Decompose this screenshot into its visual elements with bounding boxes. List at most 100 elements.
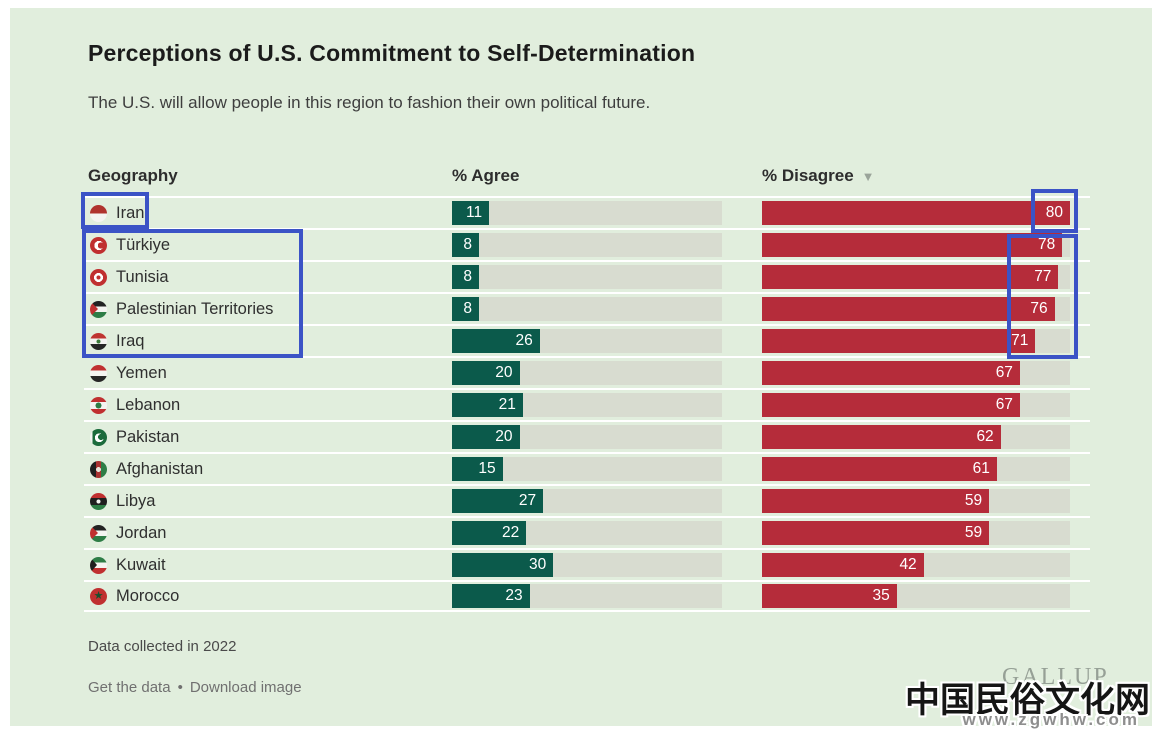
agree-value: 8 [463, 236, 472, 253]
disagree-value: 59 [964, 492, 983, 509]
disagree-bar-track: 62 [762, 425, 1070, 449]
page-title: Perceptions of U.S. Commitment to Self-D… [88, 40, 696, 66]
link-separator: • [177, 679, 183, 696]
disagree-bar[interactable]: 42 [762, 553, 924, 577]
country-label: Yemen [116, 363, 167, 382]
disagree-value: 61 [972, 460, 990, 477]
column-header-agree[interactable]: % Agree [452, 166, 520, 185]
column-header-geography[interactable]: Geography [88, 166, 178, 185]
country-label: Afghanistan [116, 459, 204, 478]
geography-cell: Türkiye [84, 236, 452, 255]
chart-card: Perceptions of U.S. Commitment to Self-D… [10, 8, 1152, 729]
agree-bar[interactable]: 15 [452, 457, 503, 481]
page-subtitle: The U.S. will allow people in this regio… [88, 93, 651, 112]
agree-bar[interactable]: 11 [452, 201, 490, 225]
table-row: Türkiye 8 78 [84, 228, 1090, 260]
disagree-bar-track: 35 [762, 584, 1070, 608]
gallup-logo: GALLUP [1002, 664, 1109, 690]
agree-bar-track: 20 [452, 361, 722, 385]
geography-cell: Libya [84, 492, 452, 511]
geography-cell: Yemen [84, 364, 452, 383]
agree-value: 30 [529, 556, 547, 573]
agree-value: 26 [515, 332, 533, 349]
table-row: Palestinian Territories 8 76 [84, 292, 1090, 324]
disagree-bar[interactable]: 71 [762, 329, 1036, 353]
table-row: Iraq 26 71 [84, 324, 1090, 356]
column-header-disagree[interactable]: % Disagree ▼ [762, 166, 875, 186]
geography-cell: Afghanistan [84, 460, 452, 479]
agree-bar-track: 8 [452, 233, 722, 257]
table-row: Lebanon 21 67 [84, 388, 1090, 420]
agree-bar[interactable]: 21 [452, 393, 523, 417]
agree-bar[interactable]: 23 [452, 584, 530, 608]
agree-bar[interactable]: 30 [452, 553, 554, 577]
country-label: Kuwait [116, 555, 166, 574]
disagree-bar-track: 67 [762, 361, 1070, 385]
agree-value: 11 [466, 204, 483, 221]
country-label: Iran [116, 203, 145, 222]
table-row: Jordan 22 59 [84, 516, 1090, 548]
disagree-value: 78 [1038, 236, 1056, 253]
flag-iran-icon [90, 204, 107, 222]
flag-yemen-icon [90, 364, 107, 382]
disagree-bar[interactable]: 67 [762, 361, 1020, 385]
agree-bar[interactable]: 20 [452, 361, 520, 385]
table-row: Libya 27 59 [84, 484, 1090, 516]
agree-bar[interactable]: 22 [452, 521, 527, 545]
disagree-bar-track: 59 [762, 489, 1070, 513]
flag-turkiye-icon [90, 236, 107, 254]
agree-bar-track: 11 [452, 201, 722, 225]
disagree-bar[interactable]: 59 [762, 489, 990, 513]
disagree-bar[interactable]: 76 [762, 297, 1055, 321]
disagree-bar[interactable]: 80 [762, 201, 1070, 225]
table-row: Afghanistan 15 61 [84, 452, 1090, 484]
disagree-bar-track: 80 [762, 201, 1070, 225]
disagree-value: 67 [995, 396, 1013, 413]
table-header: Geography % Agree % Disagree ▼ [10, 166, 1159, 190]
flag-kuwait-icon [90, 556, 107, 574]
disagree-bar[interactable]: 61 [762, 457, 997, 481]
flag-afghanistan-icon [90, 460, 107, 478]
agree-bar-track: 23 [452, 584, 722, 608]
download-image-link[interactable]: Download image [189, 679, 302, 696]
disagree-bar[interactable]: 62 [762, 425, 1001, 449]
agree-bar[interactable]: 8 [452, 265, 479, 289]
disagree-value: 80 [1045, 204, 1063, 221]
agree-bar[interactable]: 20 [452, 425, 520, 449]
country-label: Tunisia [116, 267, 169, 286]
disagree-bar[interactable]: 67 [762, 393, 1020, 417]
agree-bar[interactable]: 26 [452, 329, 540, 353]
geography-cell: Morocco [84, 587, 452, 606]
disagree-bar-track: 61 [762, 457, 1070, 481]
disagree-bar[interactable]: 35 [762, 584, 897, 608]
footer-links: Get the data • Download image [88, 679, 302, 696]
country-label: Morocco [116, 586, 180, 605]
geography-cell: Pakistan [84, 428, 452, 447]
geography-cell: Tunisia [84, 268, 452, 287]
agree-bar-track: 27 [452, 489, 722, 513]
agree-value: 8 [463, 268, 472, 285]
agree-bar-track: 15 [452, 457, 722, 481]
disagree-value: 42 [899, 556, 917, 573]
data-note: Data collected in 2022 [88, 638, 237, 655]
disagree-bar[interactable]: 59 [762, 521, 990, 545]
disagree-value: 76 [1030, 300, 1048, 317]
disagree-bar-track: 59 [762, 521, 1070, 545]
highlight-box-top-disagree-values [1007, 234, 1078, 359]
disagree-bar-track: 42 [762, 553, 1070, 577]
watermark-url: www.zgwhw.com [962, 710, 1140, 729]
flag-lebanon-icon [90, 396, 107, 414]
table-row: Morocco 23 35 [84, 580, 1090, 612]
agree-bar[interactable]: 27 [452, 489, 544, 513]
flag-morocco-icon [90, 587, 107, 605]
table-row: Yemen 20 67 [84, 356, 1090, 388]
get-the-data-link[interactable]: Get the data [88, 679, 171, 696]
flag-tunisia-icon [90, 268, 107, 286]
agree-value: 22 [502, 524, 520, 541]
agree-bar-track: 26 [452, 329, 722, 353]
agree-bar[interactable]: 8 [452, 297, 479, 321]
geography-cell: Palestinian Territories [84, 300, 452, 319]
agree-value: 27 [518, 492, 537, 509]
agree-bar[interactable]: 8 [452, 233, 479, 257]
disagree-value: 62 [976, 428, 994, 445]
